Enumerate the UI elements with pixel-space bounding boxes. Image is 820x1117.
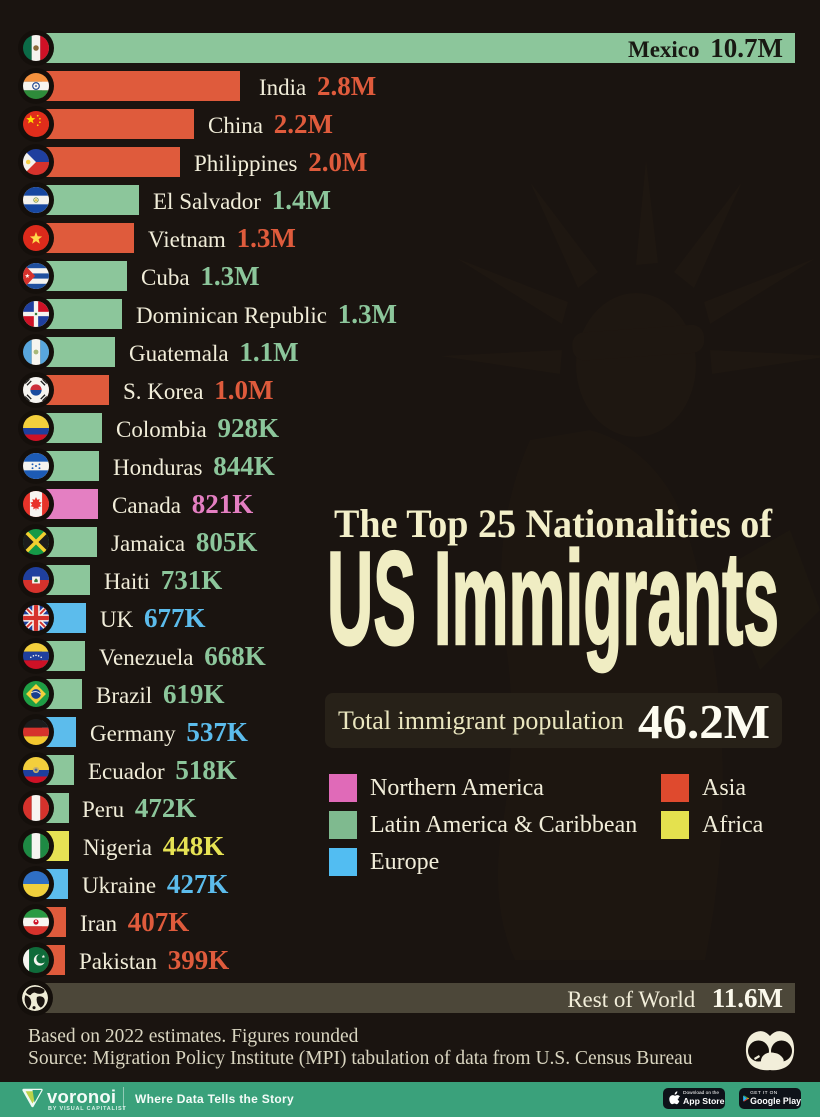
svg-text:US Immigrants: US Immigrants	[327, 525, 779, 673]
svg-text:The Top 25 Nationalities of: The Top 25 Nationalities of	[334, 501, 773, 546]
